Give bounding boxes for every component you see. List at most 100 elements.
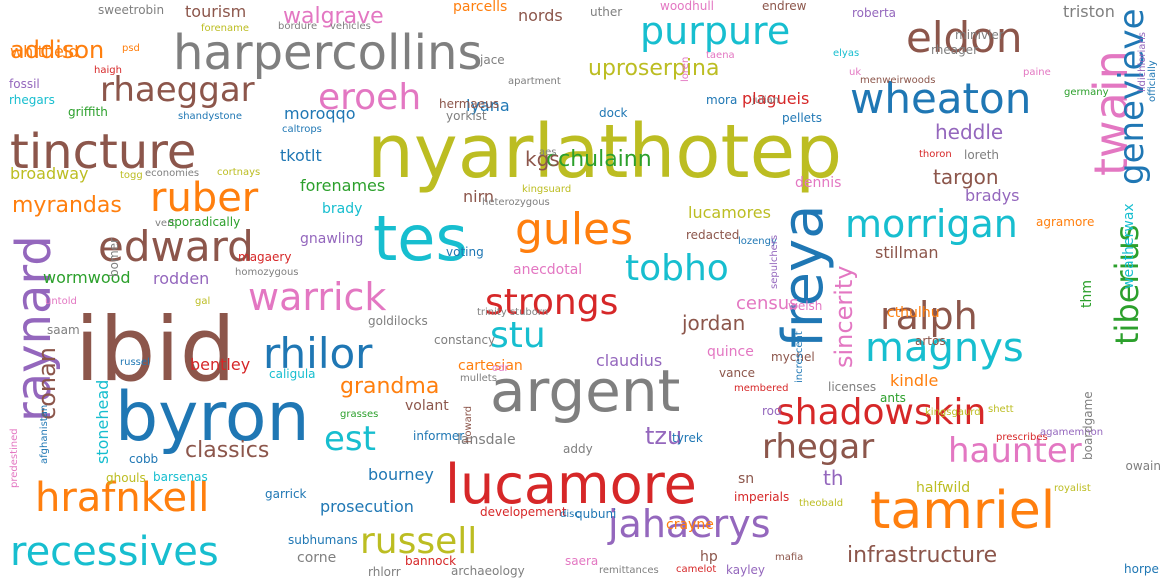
word: rod [762, 404, 782, 418]
word: magnys [865, 325, 1024, 371]
word: theobald [799, 498, 844, 509]
word: minivier [955, 28, 1004, 42]
word: vehicles [330, 21, 371, 32]
word: tkotlt [280, 146, 322, 165]
word: th [823, 466, 844, 490]
word: ghouls [106, 471, 146, 485]
word: gal [195, 296, 211, 307]
word: membered [734, 383, 789, 394]
word: stu [490, 315, 546, 356]
word: addy [563, 442, 593, 456]
word: qubuni [575, 507, 617, 521]
word: bannock [405, 554, 457, 568]
word: dock [599, 106, 628, 120]
word: economies [145, 168, 200, 179]
word: lyana [466, 96, 510, 115]
word: gnawling [300, 231, 364, 247]
word: artos [915, 334, 946, 348]
word: hermaeus [439, 97, 499, 111]
word: jahaerys [608, 502, 771, 546]
word: bentley [190, 355, 251, 374]
word: paine [1023, 67, 1051, 78]
word: uk [849, 67, 862, 78]
word: rhegars [9, 93, 55, 107]
word: afghanistan [39, 404, 50, 464]
word: cchulainn [546, 147, 652, 172]
word: halfwild [916, 480, 971, 496]
word: heddle [935, 120, 1004, 144]
word: apartment [508, 76, 561, 87]
word: loreth [964, 148, 1000, 162]
word: trinity stuborn [477, 307, 549, 318]
word: garrick [265, 487, 307, 501]
word: tyrek [672, 431, 703, 445]
word: forename [201, 23, 250, 34]
word: stillman [875, 243, 939, 262]
word: bomer [107, 238, 121, 277]
word: harpercollins [173, 25, 483, 81]
word: kingsgaurd [925, 407, 981, 418]
word: tamriel [870, 481, 1056, 541]
word: ruber [150, 175, 259, 221]
word: shadowskin [776, 392, 987, 433]
word: targon [933, 165, 999, 189]
word: julian [752, 95, 780, 106]
word: psd [122, 43, 140, 54]
word: tourism [185, 2, 247, 21]
word: vance [719, 366, 756, 380]
word: rhilor [263, 329, 373, 378]
word: byron [115, 378, 310, 457]
word: crayne [666, 517, 714, 533]
word: germany [1064, 87, 1109, 98]
word: magaery [238, 250, 292, 264]
word: sweetrobin [98, 3, 165, 17]
word: welsh [788, 299, 823, 313]
word: strongs [485, 282, 619, 323]
word: nirn [463, 187, 495, 206]
word: russell [360, 521, 478, 562]
word: plagueis [742, 89, 810, 108]
word: mora [706, 93, 738, 107]
word: taena [706, 50, 735, 61]
word: quince [707, 344, 754, 360]
word: shett [988, 404, 1014, 415]
word: gules [515, 204, 634, 255]
word: est [324, 419, 376, 459]
word: walgrave [283, 4, 384, 29]
word: shandystone [178, 111, 243, 122]
word: haigh [94, 65, 122, 76]
word: bradys [965, 186, 1020, 205]
word: grandma [340, 374, 440, 399]
word: wormwood [43, 268, 131, 287]
word: yorkist [446, 109, 487, 123]
word: roberta [852, 6, 897, 20]
word: lozengy [738, 236, 777, 247]
word: cthulhu [887, 305, 940, 321]
word: sporadically [168, 215, 241, 229]
word: kgs [525, 147, 560, 171]
word: mychel [771, 350, 815, 364]
word: edward [98, 222, 254, 271]
word: broadway [10, 164, 89, 183]
word: caligula [269, 367, 316, 381]
word: lucamores [688, 203, 771, 222]
word: addison [10, 36, 105, 64]
word: increscent [794, 331, 805, 383]
word: uproserpina [588, 56, 720, 81]
word: tincture [10, 124, 197, 180]
word: odr [492, 363, 509, 374]
word: imperials [734, 490, 790, 504]
word: saam [47, 323, 80, 337]
word: prosecution [320, 497, 414, 516]
word: rodden [153, 269, 210, 288]
word: morrigan [845, 202, 1018, 246]
word: homozygous [235, 267, 299, 278]
word: rheager [931, 43, 978, 57]
word: remittances [599, 565, 659, 576]
word: weatherwax [1121, 203, 1137, 289]
word: voting [446, 245, 484, 259]
word: classics [185, 438, 270, 463]
word: jace [480, 53, 505, 67]
word: myrandas [12, 193, 122, 218]
